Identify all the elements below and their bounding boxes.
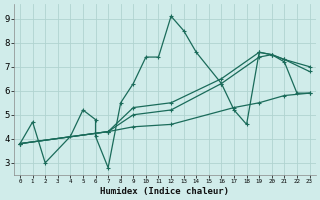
X-axis label: Humidex (Indice chaleur): Humidex (Indice chaleur) (100, 187, 229, 196)
